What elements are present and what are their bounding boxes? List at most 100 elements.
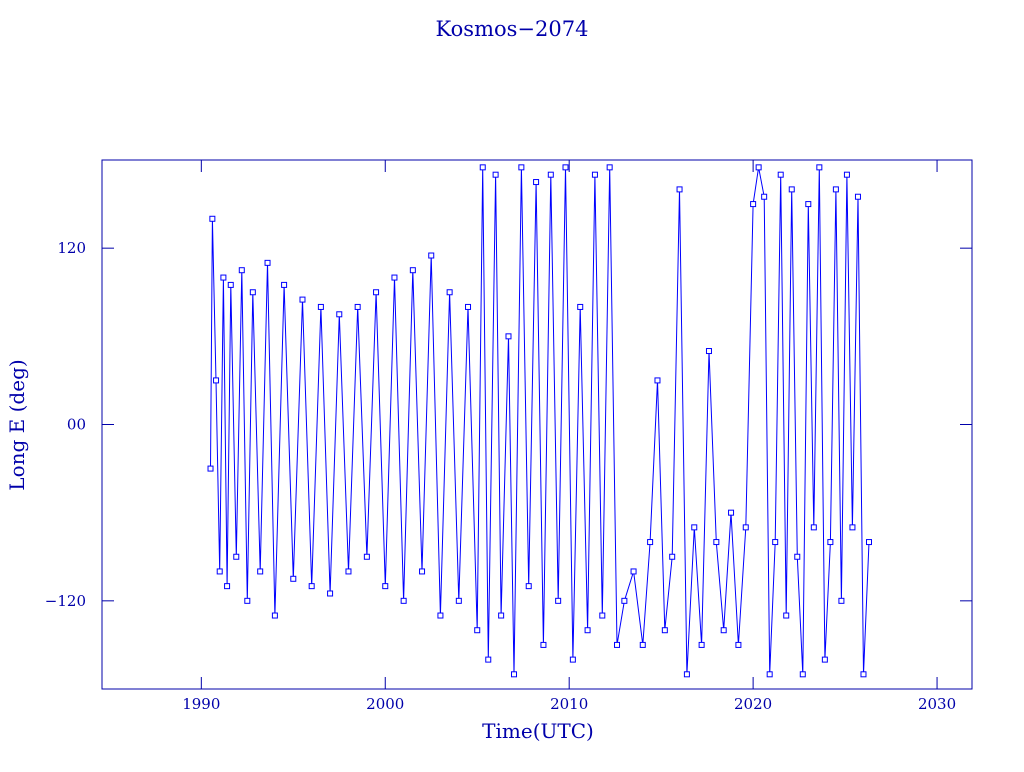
data-point: [244, 597, 251, 604]
data-point: [409, 267, 416, 274]
data-point: [437, 612, 444, 619]
data-point: [614, 641, 621, 648]
data-point: [794, 553, 801, 560]
data-point: [336, 311, 343, 318]
data-point: [720, 627, 727, 634]
x-axis-label: Time(UTC): [482, 719, 594, 743]
data-point: [290, 575, 297, 582]
data-point: [354, 303, 361, 310]
data-point: [783, 612, 790, 619]
data-point: [281, 281, 288, 288]
data-point: [683, 671, 690, 678]
data-point: [838, 597, 845, 604]
data-point: [317, 303, 324, 310]
data-point: [227, 281, 234, 288]
data-point: [654, 377, 661, 384]
data-point: [816, 164, 823, 171]
data-point: [606, 164, 613, 171]
data-point: [257, 568, 264, 575]
data-point: [209, 215, 216, 222]
data-point: [224, 583, 231, 590]
data-point: [569, 656, 576, 663]
data-point: [691, 524, 698, 531]
data-point: [382, 583, 389, 590]
data-point: [865, 539, 872, 546]
data-point: [363, 553, 370, 560]
data-point: [271, 612, 278, 619]
data-point: [238, 267, 245, 274]
data-point: [577, 303, 584, 310]
data-point: [547, 171, 554, 178]
data-point: [777, 171, 784, 178]
data-point: [498, 612, 505, 619]
data-point: [505, 333, 512, 340]
data-point: [799, 671, 806, 678]
data-point: [821, 656, 828, 663]
data-point: [373, 289, 380, 296]
data-point: [533, 179, 540, 186]
data-point: [772, 539, 779, 546]
data-point: [755, 164, 762, 171]
data-point: [299, 296, 306, 303]
data-point: [676, 186, 683, 193]
data-point: [854, 193, 861, 200]
x-tick-label: 2010: [550, 695, 588, 713]
data-point: [249, 289, 256, 296]
data-point: [455, 597, 462, 604]
data-point: [805, 201, 812, 208]
data-point: [220, 274, 227, 281]
data-point: [742, 524, 749, 531]
x-tick-label: 2020: [734, 695, 772, 713]
data-point: [849, 524, 856, 531]
data-point: [639, 641, 646, 648]
data-point: [474, 627, 481, 634]
data-point: [555, 597, 562, 604]
data-point: [562, 164, 569, 171]
data-point: [518, 164, 525, 171]
data-point: [788, 186, 795, 193]
data-point: [705, 348, 712, 355]
data-point: [308, 583, 315, 590]
data-point: [207, 465, 214, 472]
y-tick-label: −120: [45, 592, 86, 610]
x-tick-label: 1990: [182, 695, 220, 713]
data-point: [860, 671, 867, 678]
data-point: [327, 590, 334, 597]
data-point: [419, 568, 426, 575]
y-tick-label: 00: [67, 416, 86, 434]
data-point: [728, 509, 735, 516]
data-point: [827, 539, 834, 546]
data-point: [761, 193, 768, 200]
data-point: [264, 259, 271, 266]
data-point: [669, 553, 676, 560]
data-point: [599, 612, 606, 619]
y-axis-label: Long E (deg): [5, 359, 29, 490]
data-point: [766, 671, 773, 678]
data-point: [832, 186, 839, 193]
data-line: [210, 167, 870, 675]
data-point: [479, 164, 486, 171]
y-tick-label: 120: [57, 239, 86, 257]
data-point: [621, 597, 628, 604]
data-point: [446, 289, 453, 296]
data-point: [584, 627, 591, 634]
data-point: [216, 568, 223, 575]
data-point: [465, 303, 472, 310]
data-point: [843, 171, 850, 178]
data-point: [213, 377, 220, 384]
data-point: [540, 641, 547, 648]
data-point: [525, 583, 532, 590]
data-point: [661, 627, 668, 634]
chart-title: Kosmos−2074: [436, 17, 589, 41]
data-point: [428, 252, 435, 259]
data-point: [810, 524, 817, 531]
data-point: [698, 641, 705, 648]
data-point: [485, 656, 492, 663]
data-point: [391, 274, 398, 281]
data-point: [735, 641, 742, 648]
data-point: [345, 568, 352, 575]
data-point: [713, 539, 720, 546]
data-point: [511, 671, 518, 678]
data-point: [400, 597, 407, 604]
